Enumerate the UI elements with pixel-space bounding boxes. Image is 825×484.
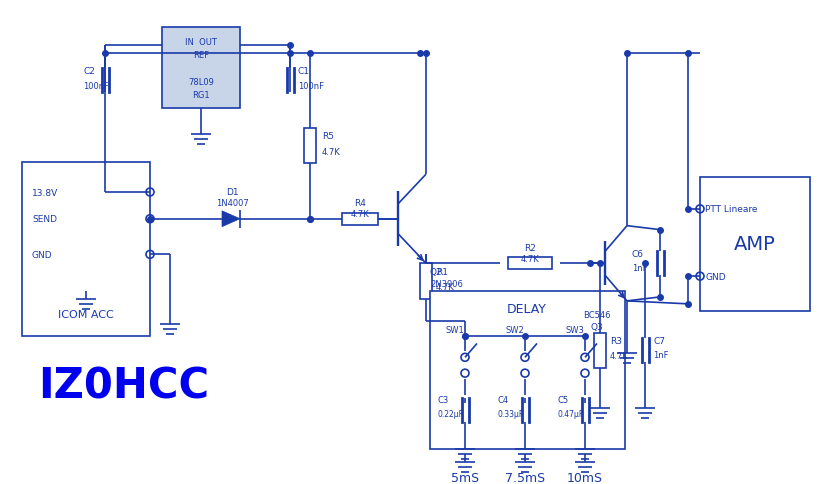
Bar [342,213,378,225]
Text: C1: C1 [298,67,310,76]
Text: 4.7K: 4.7K [521,254,540,263]
Text: C7: C7 [653,336,665,345]
Text: 2N3906: 2N3906 [430,279,463,288]
Text: 5mS: 5mS [451,470,479,484]
Bar [22,163,150,336]
Text: 1nF: 1nF [653,350,668,359]
Text: GND: GND [32,250,53,259]
Bar [594,333,606,368]
Text: REF: REF [193,51,209,60]
Bar [162,28,240,108]
Text: 4.7K: 4.7K [322,148,341,157]
Text: 13.8V: 13.8V [32,188,59,197]
Text: 1N4007: 1N4007 [215,199,248,208]
Text: 0.47μF: 0.47μF [557,409,583,418]
Text: R1: R1 [436,267,448,276]
Text: 4.7K: 4.7K [436,282,455,291]
Text: Q3: Q3 [591,322,603,332]
Text: C2: C2 [83,67,95,76]
Text: SEND: SEND [32,215,57,224]
Text: C4: C4 [497,395,508,405]
Text: 4.7K: 4.7K [610,351,629,360]
Text: ICOM ACC: ICOM ACC [58,309,114,319]
Text: IZ0HCC: IZ0HCC [38,364,209,406]
Text: SW2: SW2 [505,325,524,334]
Text: R2: R2 [524,243,536,253]
Text: R5: R5 [322,132,334,141]
Text: DELAY: DELAY [507,302,547,316]
Text: Q2: Q2 [430,267,443,276]
Text: RG1: RG1 [192,91,210,99]
Text: SW1: SW1 [445,325,464,334]
Text: AMP: AMP [734,234,776,254]
Text: 100nF: 100nF [298,81,324,91]
Text: R3: R3 [610,336,622,345]
Text: C3: C3 [437,395,448,405]
Polygon shape [222,212,240,227]
Text: 0.33μF: 0.33μF [497,409,523,418]
Text: D1: D1 [226,187,238,196]
Text: C6: C6 [632,249,644,258]
Bar [700,178,810,311]
Text: 1nF: 1nF [632,263,648,272]
Text: GND: GND [705,272,726,281]
Text: 100nF: 100nF [83,81,109,91]
Bar [304,128,316,164]
Bar [508,258,552,270]
Text: C5: C5 [557,395,568,405]
Text: R4: R4 [354,199,366,208]
Bar [420,264,432,299]
Text: 7.5mS: 7.5mS [505,470,545,484]
Text: 0.22μF: 0.22μF [437,409,463,418]
Text: SW3: SW3 [565,325,584,334]
Bar [430,291,625,450]
Text: 78L09: 78L09 [188,77,214,87]
Text: BC546: BC546 [583,311,610,319]
Text: 4.7K: 4.7K [351,210,370,219]
Text: PTT Lineare: PTT Lineare [705,205,757,214]
Text: IN  OUT: IN OUT [185,38,217,47]
Text: 10mS: 10mS [567,470,603,484]
